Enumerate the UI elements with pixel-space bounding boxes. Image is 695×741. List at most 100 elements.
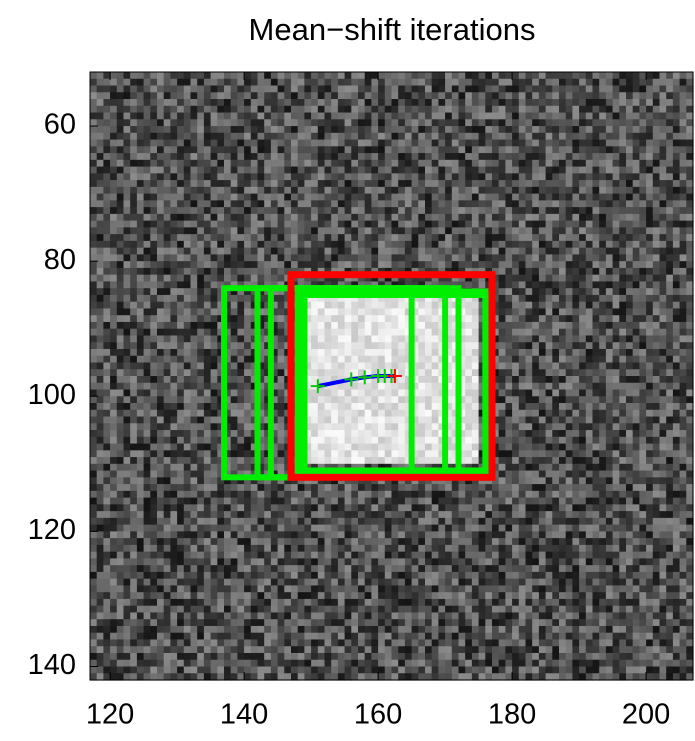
pixel (451, 477, 460, 485)
pixel (344, 105, 352, 114)
pixel (404, 294, 413, 303)
pixel (270, 396, 279, 404)
pixel (203, 517, 212, 526)
pixel (217, 544, 225, 553)
pixel (451, 193, 460, 201)
pixel (264, 173, 272, 181)
pixel (183, 132, 192, 141)
pixel (103, 625, 111, 634)
pixel (311, 274, 319, 283)
pixel (197, 159, 205, 168)
pixel (391, 632, 399, 641)
pixel (183, 166, 192, 174)
pixel (197, 558, 205, 566)
pixel (237, 673, 245, 681)
pixel (116, 193, 125, 201)
pixel (304, 524, 312, 532)
pixel (418, 126, 426, 134)
pixel (150, 450, 158, 458)
pixel (311, 335, 319, 343)
pixel (404, 281, 413, 289)
pixel (230, 213, 238, 222)
pixel (324, 443, 332, 451)
pixel (418, 355, 426, 364)
pixel (344, 200, 352, 208)
pixel (445, 180, 453, 188)
pixel (217, 247, 225, 255)
pixel (217, 612, 225, 620)
pixel (270, 348, 279, 357)
pixel (190, 301, 198, 310)
pixel (123, 369, 131, 377)
pixel (217, 659, 225, 668)
pixel (418, 247, 426, 255)
pixel (110, 240, 118, 249)
pixel (277, 565, 285, 573)
pixel (331, 504, 339, 512)
pixel (291, 213, 299, 222)
pixel (311, 234, 319, 242)
pixel (291, 605, 299, 614)
pixel (96, 598, 104, 607)
pixel (244, 207, 252, 215)
pixel (110, 605, 118, 614)
pixel (337, 247, 346, 255)
pixel (445, 585, 453, 593)
pixel (418, 146, 426, 154)
pixel (224, 551, 232, 559)
pixel (136, 274, 145, 283)
pixel (244, 484, 252, 492)
pixel (311, 261, 319, 269)
pixel (110, 227, 118, 235)
pixel (411, 605, 419, 614)
pixel (110, 632, 118, 641)
pixel (197, 342, 205, 350)
pixel (130, 490, 138, 499)
pixel (190, 457, 198, 465)
pixel (445, 497, 453, 505)
pixel (163, 85, 171, 93)
pixel (398, 180, 406, 188)
pixel (284, 261, 292, 269)
pixel (364, 72, 372, 80)
pixel (418, 342, 426, 350)
pixel (217, 267, 225, 276)
pixel (344, 348, 352, 357)
pixel (358, 213, 366, 222)
pixel (264, 186, 272, 195)
pixel (391, 389, 399, 397)
pixel (270, 207, 279, 215)
pixel (163, 592, 171, 600)
pixel (291, 301, 299, 310)
pixel (170, 625, 178, 634)
pixel (425, 159, 433, 168)
pixel (136, 403, 145, 411)
pixel (438, 382, 446, 391)
pixel (438, 484, 446, 492)
pixel (284, 531, 292, 539)
pixel (331, 565, 339, 573)
pixel (451, 92, 460, 100)
pixel (203, 524, 212, 532)
pixel (224, 308, 232, 316)
pixel (190, 430, 198, 438)
pixel (264, 288, 272, 296)
pixel (337, 207, 346, 215)
pixel (230, 261, 238, 269)
pixel (384, 585, 393, 593)
pixel (438, 517, 446, 526)
pixel (438, 646, 446, 654)
pixel (404, 72, 413, 80)
pixel (96, 538, 104, 546)
pixel (311, 119, 319, 127)
pixel (237, 146, 245, 154)
pixel (391, 180, 399, 188)
pixel (237, 632, 245, 641)
pixel (344, 585, 352, 593)
pixel (270, 558, 279, 566)
pixel (110, 119, 118, 127)
pixel (123, 585, 131, 593)
pixel (277, 328, 285, 337)
pixel (257, 639, 265, 647)
pixel (157, 85, 165, 93)
